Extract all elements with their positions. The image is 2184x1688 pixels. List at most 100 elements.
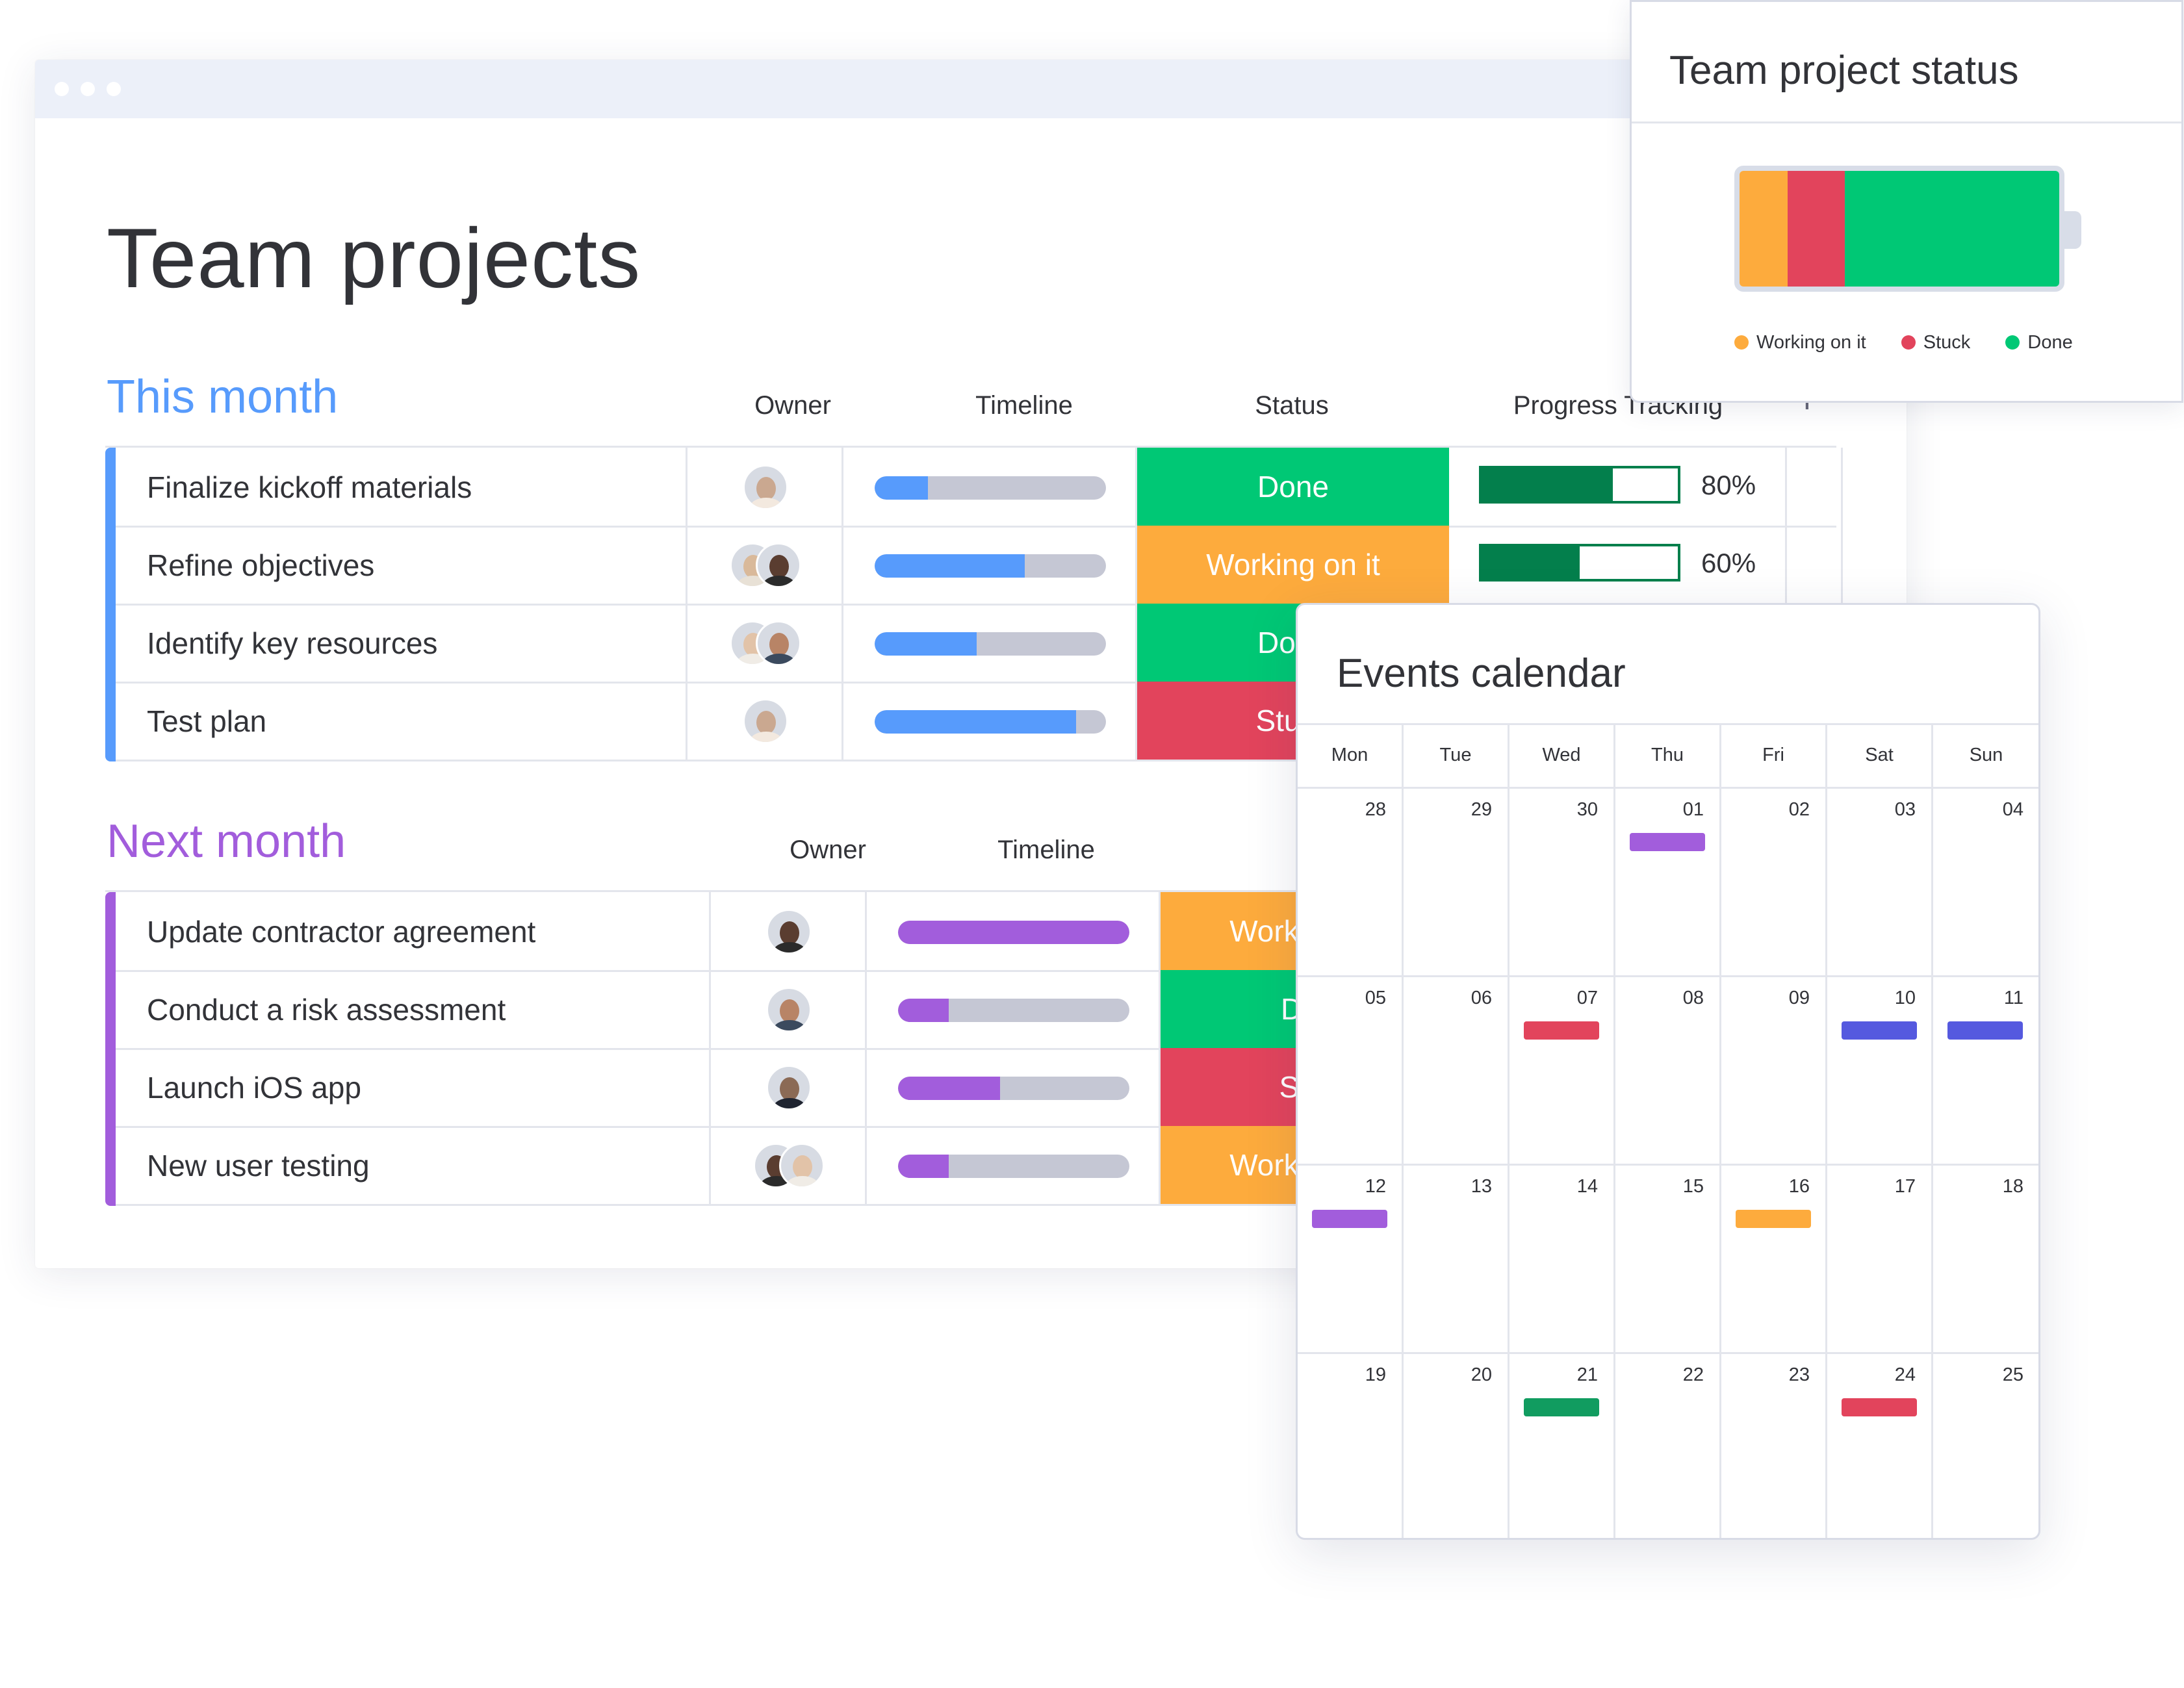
task-name-cell[interactable]: Identify key resources — [116, 604, 687, 682]
calendar-day-cell[interactable]: 28 — [1298, 787, 1404, 975]
timeline-cell[interactable] — [867, 892, 1161, 970]
calendar-day-cell[interactable]: 12 — [1298, 1164, 1404, 1352]
calendar-day-cell[interactable]: 04 — [1933, 787, 2038, 975]
timeline-bar[interactable] — [875, 632, 1106, 656]
window-dot-icon[interactable] — [107, 82, 121, 96]
calendar-day-cell[interactable]: 03 — [1827, 787, 1933, 975]
timeline-bar[interactable] — [898, 999, 1129, 1022]
calendar-day-cell[interactable]: 21 — [1510, 1352, 1615, 1538]
calendar-event[interactable] — [1312, 1210, 1387, 1228]
owner-cell[interactable] — [687, 448, 843, 526]
task-name-cell[interactable]: Update contractor agreement — [116, 892, 711, 970]
calendar-day-cell[interactable]: 08 — [1615, 975, 1721, 1164]
calendar-day-cell[interactable]: 14 — [1510, 1164, 1615, 1352]
owner-cell[interactable] — [711, 1126, 867, 1204]
owner-cell[interactable] — [711, 892, 867, 970]
owner-cell[interactable] — [687, 526, 843, 604]
timeline-cell[interactable] — [843, 682, 1137, 760]
task-name-cell[interactable]: Conduct a risk assessment — [116, 970, 711, 1048]
calendar-event[interactable] — [1524, 1021, 1599, 1040]
task-name[interactable]: New user testing — [147, 1149, 370, 1183]
calendar-event[interactable] — [1736, 1210, 1811, 1228]
calendar-day-cell[interactable]: 13 — [1404, 1164, 1510, 1352]
timeline-bar[interactable] — [898, 1077, 1129, 1100]
calendar-day-cell[interactable]: 05 — [1298, 975, 1404, 1164]
task-name-cell[interactable]: Refine objectives — [116, 526, 687, 604]
timeline-cell[interactable] — [843, 604, 1137, 682]
calendar-day-cell[interactable]: 01 — [1615, 787, 1721, 975]
owner-cell[interactable] — [687, 682, 843, 760]
timeline-cell[interactable] — [843, 448, 1137, 526]
timeline-bar[interactable] — [875, 476, 1106, 500]
calendar-day-cell[interactable]: 18 — [1933, 1164, 2038, 1352]
calendar-day-cell[interactable]: 15 — [1615, 1164, 1721, 1352]
calendar-event[interactable] — [1630, 833, 1705, 851]
status-label[interactable]: Done — [1137, 448, 1449, 526]
table-row[interactable]: Test plan Stuck — [116, 682, 1836, 761]
timeline-bar[interactable] — [875, 710, 1106, 734]
calendar-day-cell[interactable]: 17 — [1827, 1164, 1933, 1352]
task-name-cell[interactable]: Launch iOS app — [116, 1048, 711, 1126]
calendar-day-cell[interactable]: 19 — [1298, 1352, 1404, 1538]
calendar-event[interactable] — [1524, 1398, 1599, 1416]
group-title-next-month[interactable]: Next month — [107, 815, 346, 867]
calendar-day-cell[interactable]: 10 — [1827, 975, 1933, 1164]
task-name[interactable]: Update contractor agreement — [147, 915, 536, 949]
avatar[interactable] — [756, 620, 801, 666]
calendar-day-cell[interactable]: 24 — [1827, 1352, 1933, 1538]
window-dot-icon[interactable] — [81, 82, 95, 96]
task-name-cell[interactable]: New user testing — [116, 1126, 711, 1204]
calendar-event[interactable] — [1842, 1398, 1917, 1416]
owner-cell[interactable] — [711, 970, 867, 1048]
calendar-day-cell[interactable]: 30 — [1510, 787, 1615, 975]
column-header-timeline[interactable]: Timeline — [997, 836, 1095, 864]
timeline-bar[interactable] — [898, 1155, 1129, 1178]
timeline-cell[interactable] — [867, 970, 1161, 1048]
timeline-cell[interactable] — [867, 1048, 1161, 1126]
task-name[interactable]: Refine objectives — [147, 548, 375, 582]
column-header-status[interactable]: Status — [1255, 391, 1329, 420]
owner-cell[interactable] — [687, 604, 843, 682]
avatar[interactable] — [756, 543, 801, 588]
calendar-day-cell[interactable]: 29 — [1404, 787, 1510, 975]
calendar-day-cell[interactable]: 16 — [1721, 1164, 1827, 1352]
calendar-event[interactable] — [1947, 1021, 2023, 1040]
calendar-event[interactable] — [1842, 1021, 1917, 1040]
avatar[interactable] — [766, 987, 812, 1032]
avatar[interactable] — [743, 465, 788, 510]
calendar-day-cell[interactable]: 09 — [1721, 975, 1827, 1164]
table-row[interactable]: Refine objectives Working on it 60% — [116, 526, 1843, 606]
calendar-day-cell[interactable]: 02 — [1721, 787, 1827, 975]
timeline-bar[interactable] — [898, 921, 1129, 944]
table-row[interactable]: Conduct a risk assessmentDone — [116, 970, 1472, 1050]
avatar[interactable] — [766, 1065, 812, 1110]
window-dot-icon[interactable] — [55, 82, 69, 96]
timeline-bar[interactable] — [875, 554, 1106, 578]
task-name-cell[interactable]: Test plan — [116, 682, 687, 760]
column-header-owner[interactable]: Owner — [754, 391, 831, 420]
avatar[interactable] — [779, 1143, 825, 1188]
avatar[interactable] — [766, 909, 812, 954]
column-header-owner[interactable]: Owner — [790, 836, 866, 864]
task-name[interactable]: Test plan — [147, 704, 267, 738]
group-title-this-month[interactable]: This month — [107, 371, 339, 423]
calendar-day-cell[interactable]: 22 — [1615, 1352, 1721, 1538]
column-header-timeline[interactable]: Timeline — [975, 391, 1073, 420]
table-row[interactable]: Finalize kickoff materials Done 80% — [116, 448, 1843, 528]
calendar-day-cell[interactable]: 20 — [1404, 1352, 1510, 1538]
task-name[interactable]: Identify key resources — [147, 626, 438, 660]
table-row[interactable]: Launch iOS appStuck — [116, 1048, 1472, 1128]
status-label[interactable]: Working on it — [1137, 526, 1449, 604]
task-name[interactable]: Launch iOS app — [147, 1071, 361, 1105]
timeline-cell[interactable] — [843, 526, 1137, 604]
calendar-day-cell[interactable]: 11 — [1933, 975, 2038, 1164]
calendar-day-cell[interactable]: 07 — [1510, 975, 1615, 1164]
owner-cell[interactable] — [711, 1048, 867, 1126]
progress-cell[interactable]: 60% — [1449, 526, 1787, 604]
timeline-cell[interactable] — [867, 1126, 1161, 1204]
task-name-cell[interactable]: Finalize kickoff materials — [116, 448, 687, 526]
task-name[interactable]: Finalize kickoff materials — [147, 470, 472, 504]
avatar[interactable] — [743, 698, 788, 744]
